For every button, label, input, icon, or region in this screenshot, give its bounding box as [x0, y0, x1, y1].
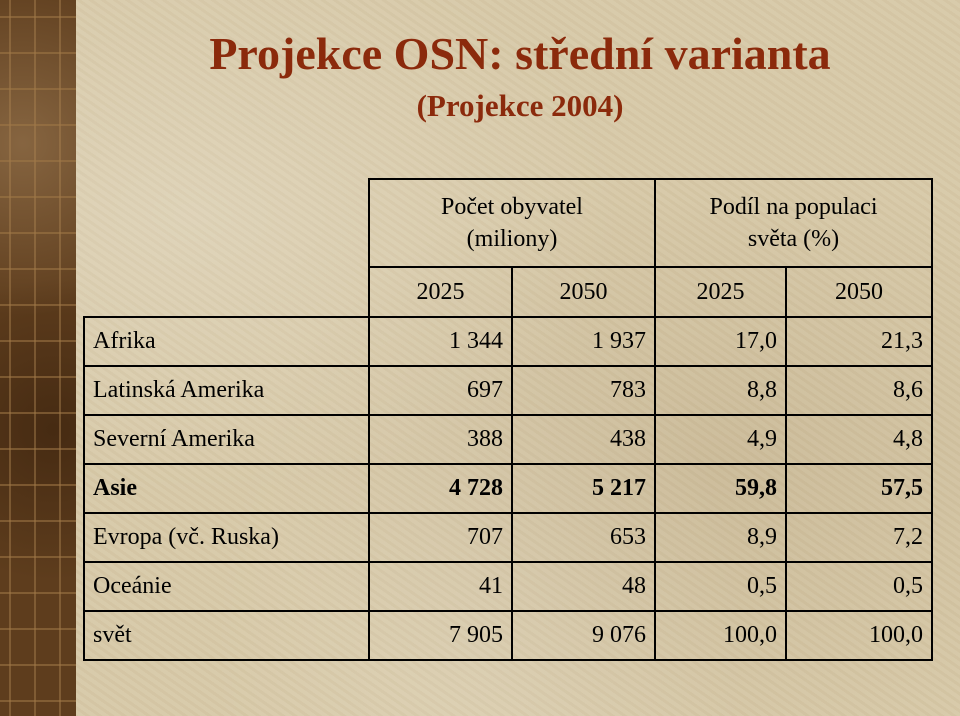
table-row: Oceánie 41 48 0,5 0,5 [83, 561, 934, 612]
table-row: Asie 4 728 5 217 59,8 57,5 [83, 463, 934, 514]
population-projection-table: Počet obyvatel (miliony) Podíl na popula… [83, 178, 934, 661]
region-name-cell: Afrika [83, 316, 370, 367]
value-cell: 438 [511, 414, 656, 465]
value-cell: 707 [368, 512, 513, 563]
value-cell: 59,8 [654, 463, 787, 514]
value-cell: 653 [511, 512, 656, 563]
table-year-header-row: 2025 2050 2025 2050 [84, 266, 934, 318]
value-cell: 0,5 [654, 561, 787, 612]
value-cell: 21,3 [784, 316, 934, 367]
table-row: Evropa (vč. Ruska) 707 653 8,9 7,2 [83, 512, 934, 563]
value-cell: 8,6 [784, 365, 934, 416]
header-world-share-percent: Podíl na populaci světa (%) [653, 178, 934, 268]
year-header: 2025 [654, 266, 787, 318]
value-cell: 697 [368, 365, 513, 416]
value-cell: 8,9 [654, 512, 787, 563]
value-cell: 9 076 [511, 610, 656, 661]
region-name-cell: svět [83, 610, 370, 661]
slide-subtitle: (Projekce 2004) [416, 88, 624, 123]
value-cell: 7,2 [784, 512, 934, 563]
value-cell: 7 905 [368, 610, 513, 661]
region-name-cell: Latinská Amerika [83, 365, 370, 416]
region-name-cell: Evropa (vč. Ruska) [83, 512, 370, 563]
value-cell: 100,0 [654, 610, 787, 661]
value-cell: 4 728 [368, 463, 513, 514]
value-cell: 783 [511, 365, 656, 416]
value-cell: 0,5 [784, 561, 934, 612]
table-corner-cell [84, 179, 370, 318]
slide-title: Projekce OSN: střední varianta [209, 28, 831, 79]
table-row: Latinská Amerika 697 783 8,8 8,6 [83, 365, 934, 416]
value-cell: 57,5 [784, 463, 934, 514]
table-row: Afrika 1 344 1 937 17,0 21,3 [83, 316, 934, 367]
region-name-cell: Oceánie [83, 561, 370, 612]
region-name-cell: Severní Amerika [83, 414, 370, 465]
decorative-side-strip [0, 0, 76, 716]
table-row: svět 7 905 9 076 100,0 100,0 [83, 610, 934, 661]
value-cell: 100,0 [784, 610, 934, 661]
value-cell: 8,8 [654, 365, 787, 416]
value-cell: 4,9 [654, 414, 787, 465]
value-cell: 48 [511, 561, 656, 612]
value-cell: 1 937 [511, 316, 656, 367]
value-cell: 5 217 [511, 463, 656, 514]
table-group-header-row: Počet obyvatel (miliony) Podíl na popula… [84, 178, 934, 318]
year-header: 2050 [511, 266, 656, 318]
value-cell: 4,8 [784, 414, 934, 465]
table-body: Afrika 1 344 1 937 17,0 21,3 Latinská Amerika… [83, 316, 934, 661]
value-cell: 41 [368, 561, 513, 612]
region-name-cell: Asie [83, 463, 370, 514]
table-row: Severní Amerika 388 438 4,9 4,8 [83, 414, 934, 465]
year-header: 2025 [368, 266, 513, 318]
value-cell: 17,0 [654, 316, 787, 367]
value-cell: 388 [368, 414, 513, 465]
year-header: 2050 [784, 266, 934, 318]
value-cell: 1 344 [368, 316, 513, 367]
header-population-millions: Počet obyvatel (miliony) [368, 178, 656, 268]
